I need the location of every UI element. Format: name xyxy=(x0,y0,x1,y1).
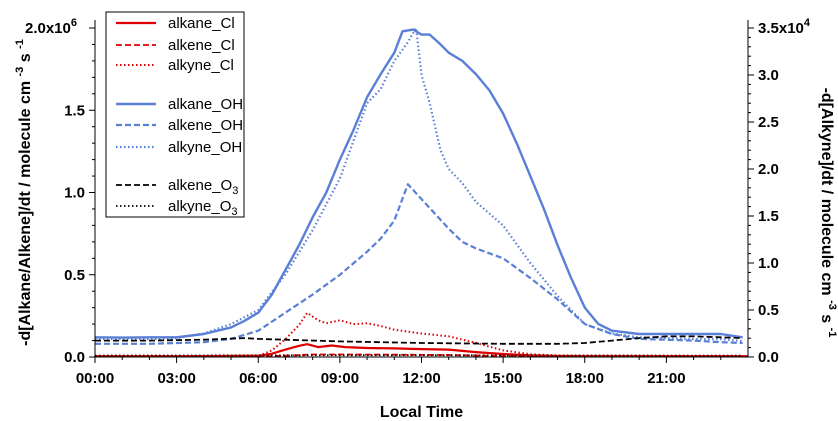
y-left-tick-label: 1.5 xyxy=(64,102,85,119)
x-tick-label: 06:00 xyxy=(239,370,277,387)
legend: alkane_Cl alkene_Cl alkyne_Cl alkane_OHalke… xyxy=(105,11,245,218)
y-right-tick-label: 3.0 xyxy=(758,67,779,84)
y-left-tick-label: 0.5 xyxy=(64,267,85,284)
y-left-tick-label: 0.0 xyxy=(64,349,85,366)
x-tick-label: 03:00 xyxy=(157,370,195,387)
y-right-tick-label: 0.0 xyxy=(758,349,779,366)
x-tick-label: 15:00 xyxy=(484,370,522,387)
y-right-tick-label: 0.5 xyxy=(758,302,779,319)
x-tick-label: 21:00 xyxy=(647,370,685,387)
x-tick-label: 18:00 xyxy=(566,370,604,387)
y-right-tick-label: 1.0 xyxy=(758,255,779,272)
legend-box xyxy=(105,11,245,218)
y-right-axis-title: -d[Alkyne]/dt / molecule cm -3 s -1 xyxy=(818,88,838,338)
y-right-tick-label: 2.5 xyxy=(758,114,779,131)
axes: 00:00 03:00 06:00 09:00 12:00 15:00 18:00 21:00… xyxy=(14,17,838,421)
legend-label: alkyne_Cl xyxy=(168,57,234,74)
y-right-tick-label: 2.0 xyxy=(758,161,779,178)
y-right-tick-label: 1.5 xyxy=(758,208,779,225)
series-line-alkene-o3 xyxy=(95,335,743,345)
plot-lines xyxy=(94,26,749,358)
y-left-tick-label: 2.0x106 xyxy=(25,17,77,37)
series-line-alkane-oh xyxy=(94,28,743,339)
x-tick-label: 00:00 xyxy=(76,370,114,387)
series-line-alkane-cl xyxy=(95,343,748,358)
legend-label: alkyne_O3 xyxy=(168,198,238,218)
legend-label: alkene_OH xyxy=(168,117,243,134)
series-line-alkene-oh xyxy=(95,183,743,345)
y-left-tick-label: 1.0 xyxy=(64,185,85,202)
y-right-tick-label: 3.5x104 xyxy=(758,17,811,37)
y-left-axis-title: -d[Alkane/Alkene]/dt / molecule cm -3 s … xyxy=(14,39,34,346)
legend-label: alkyne_OH xyxy=(168,139,242,156)
legend-label: alkene_Cl xyxy=(168,37,235,54)
legend-label: alkene_O3 xyxy=(168,177,238,197)
legend-label: alkane_Cl xyxy=(168,15,235,32)
x-axis-title: Local Time xyxy=(380,404,463,421)
x-tick-label: 09:00 xyxy=(321,370,359,387)
x-tick-label: 12:00 xyxy=(402,370,440,387)
legend-label: alkane_OH xyxy=(168,96,243,113)
series-line-alkyne-oh xyxy=(95,26,743,343)
